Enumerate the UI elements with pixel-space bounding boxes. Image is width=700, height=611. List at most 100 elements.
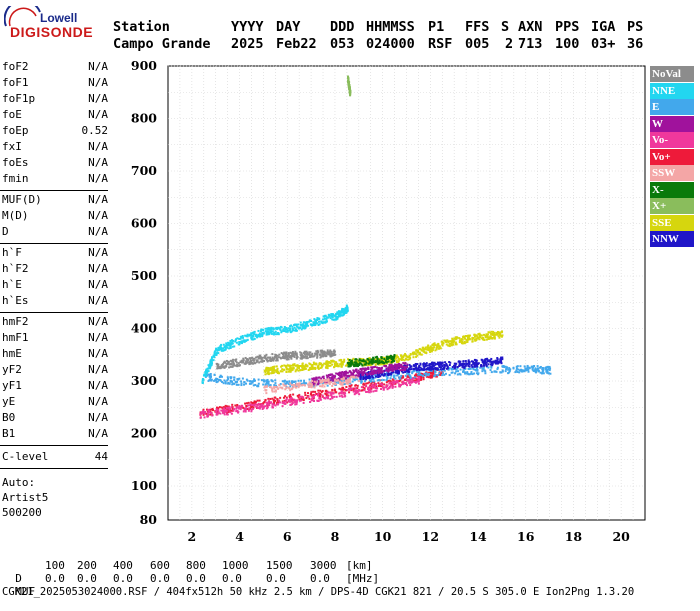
echo-point: [399, 363, 402, 366]
echo-point: [499, 371, 502, 374]
echo-point: [426, 364, 429, 367]
echo-point: [425, 371, 428, 374]
echo-point: [348, 385, 351, 388]
echo-point: [415, 370, 418, 373]
echo-point: [379, 385, 382, 388]
echo-point: [475, 339, 478, 342]
echo-point: [307, 383, 310, 386]
echo-point: [338, 378, 341, 381]
echo-point: [220, 349, 223, 352]
param-value: N/A: [88, 262, 108, 275]
echo-point: [333, 381, 336, 384]
echo-point: [460, 339, 463, 342]
param-row-clevel: C-level 44: [2, 450, 108, 466]
echo-point: [378, 367, 381, 370]
echo-point: [408, 358, 411, 361]
echo-point: [386, 380, 389, 383]
echo-point: [303, 324, 306, 327]
distance-value-4: 800: [186, 559, 206, 572]
echo-point: [452, 341, 455, 344]
echo-point: [305, 323, 308, 326]
echo-point: [251, 338, 254, 341]
echo-point: [403, 354, 406, 357]
echo-point: [320, 364, 323, 367]
echo-point: [376, 362, 379, 365]
echo-point: [484, 372, 487, 375]
echo-point: [280, 352, 283, 355]
echo-point: [498, 361, 501, 364]
echo-point: [350, 384, 353, 387]
echo-point: [321, 390, 324, 393]
echo-point: [231, 403, 234, 406]
echo-point: [281, 364, 284, 367]
echo-point: [361, 372, 364, 375]
echo-point: [301, 368, 304, 371]
echo-point: [308, 397, 311, 400]
echo-point: [261, 408, 264, 411]
echo-point: [303, 379, 306, 382]
echo-point: [445, 367, 448, 370]
echo-point: [311, 364, 314, 367]
echo-point: [339, 376, 342, 379]
echo-point: [295, 325, 298, 328]
echo-point: [266, 359, 269, 362]
echo-point: [219, 348, 222, 351]
echo-point: [230, 341, 233, 344]
echo-point: [326, 352, 329, 355]
param-value: N/A: [88, 193, 108, 206]
echo-point: [412, 356, 415, 359]
echo-point: [453, 362, 456, 365]
echo-point: [226, 379, 229, 382]
echo-point: [294, 380, 297, 383]
echo-point: [460, 363, 463, 366]
echo-point: [267, 331, 270, 334]
echo-point: [292, 364, 295, 367]
echo-point: [326, 376, 329, 379]
echo-point: [272, 386, 275, 389]
echo-point: [402, 356, 405, 359]
echo-point: [343, 379, 346, 382]
echo-point: [489, 359, 492, 362]
echo-point: [217, 409, 220, 412]
echo-point: [305, 397, 308, 400]
echo-point: [271, 390, 274, 393]
echo-point: [501, 369, 504, 372]
echo-point: [342, 377, 345, 380]
echo-point: [397, 373, 400, 376]
echo-point: [287, 352, 290, 355]
echo-point: [515, 367, 518, 370]
echo-point: [431, 375, 434, 378]
echo-point: [330, 392, 333, 395]
echo-point: [328, 376, 331, 379]
echo-point: [325, 382, 328, 385]
echo-point: [320, 320, 323, 323]
param-value: N/A: [88, 347, 108, 360]
echo-point: [258, 405, 261, 408]
echo-point: [369, 363, 372, 366]
echo-point: [390, 356, 393, 359]
echo-point: [349, 364, 352, 367]
param-value: N/A: [88, 294, 108, 307]
echo-point: [447, 341, 450, 344]
echo-point: [237, 407, 240, 410]
echo-point: [215, 353, 218, 356]
echo-point: [453, 364, 456, 367]
echo-point: [255, 333, 258, 336]
echo-point: [223, 366, 226, 369]
echo-point: [326, 390, 329, 393]
echo-point: [325, 320, 328, 323]
echo-point: [270, 368, 273, 371]
echo-point: [443, 364, 446, 367]
echo-point: [317, 389, 320, 392]
echo-point: [377, 379, 380, 382]
echo-point: [393, 367, 396, 370]
echo-point: [453, 340, 456, 343]
echo-point: [342, 373, 345, 376]
echo-point: [346, 380, 349, 383]
echo-point: [228, 408, 231, 411]
echo-point: [438, 364, 441, 367]
legend-item-e: E: [650, 99, 694, 115]
echo-point: [446, 339, 449, 342]
echo-point: [287, 358, 290, 361]
echo-point: [406, 366, 409, 369]
